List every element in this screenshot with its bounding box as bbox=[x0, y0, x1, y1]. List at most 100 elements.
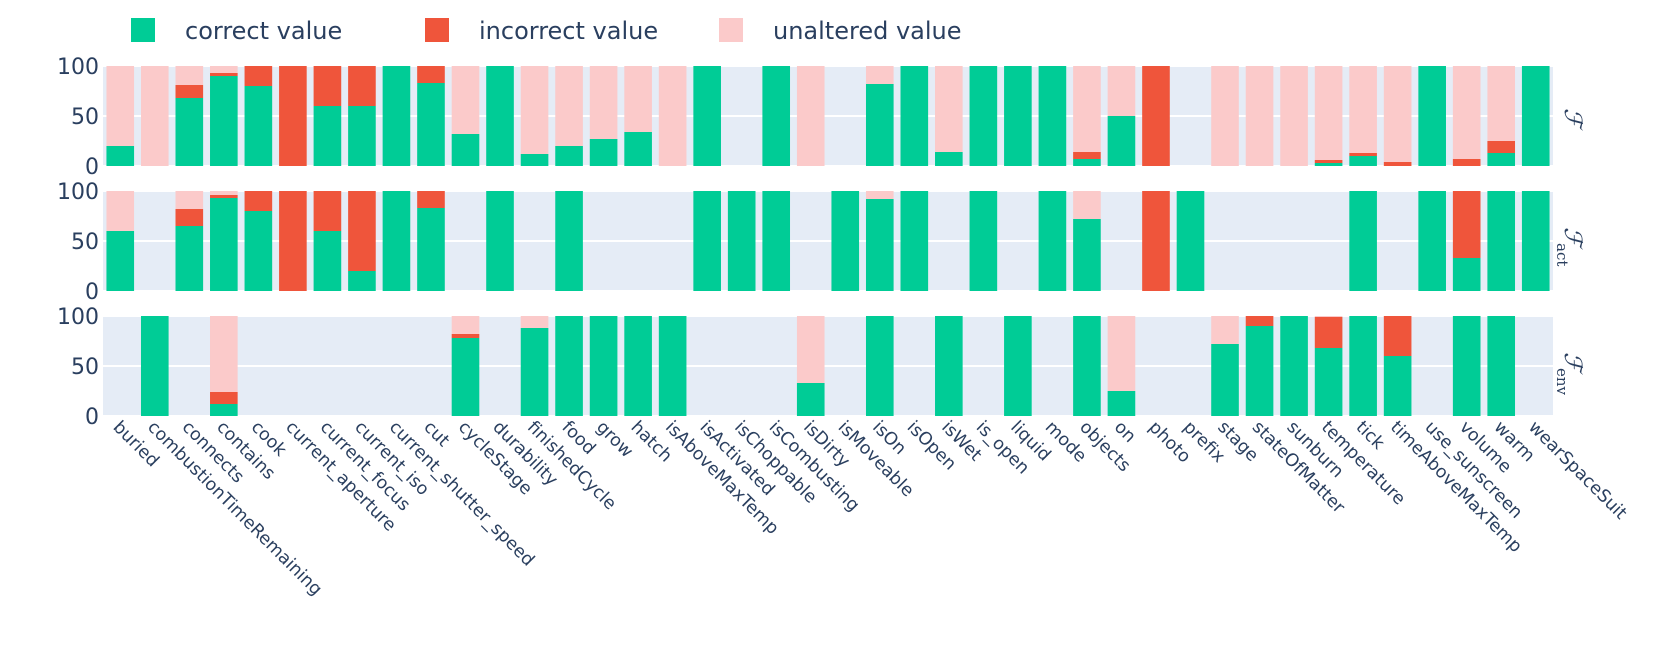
bar-unaltered-finishedCycle bbox=[520, 66, 549, 154]
bar-unaltered-buried bbox=[106, 191, 135, 231]
bar-incorrect-volume bbox=[1452, 191, 1481, 258]
x-axis-labels: buriedcombustionTimeRemainingconnectscon… bbox=[109, 417, 1631, 599]
bar-incorrect-temperature bbox=[1314, 160, 1343, 163]
bar-unaltered-buried bbox=[106, 66, 135, 146]
bar-unaltered-objects bbox=[1073, 66, 1101, 152]
bar-correct-sunburn bbox=[1280, 316, 1308, 416]
bar-correct-mode bbox=[1038, 191, 1067, 291]
bar-unaltered-on bbox=[1107, 316, 1136, 391]
bar-correct-use_sunscreen bbox=[1418, 191, 1446, 291]
bar-correct-cook bbox=[244, 86, 273, 166]
bar-incorrect-photo bbox=[1142, 191, 1170, 291]
bar-incorrect-timeAboveMaxTemp bbox=[1383, 316, 1412, 356]
bar-correct-stage bbox=[1211, 344, 1239, 416]
bar-incorrect-tick bbox=[1349, 153, 1377, 156]
bar-correct-cook bbox=[244, 211, 273, 291]
bar-correct-isChoppable bbox=[727, 191, 756, 291]
bar-unaltered-connects bbox=[175, 66, 204, 85]
bar-correct-durability bbox=[486, 66, 514, 166]
panel-label-symbol: ℱ bbox=[1559, 352, 1587, 375]
bar-correct-isOpen bbox=[900, 66, 929, 166]
bar-correct-food bbox=[555, 191, 583, 291]
y-tick-label: 50 bbox=[71, 230, 99, 255]
bar-correct-isDirty bbox=[796, 383, 825, 416]
bar-unaltered-hatch bbox=[624, 66, 652, 132]
bar-incorrect-cut bbox=[417, 66, 445, 83]
bar-unaltered-food bbox=[555, 66, 583, 146]
bar-correct-contains bbox=[210, 404, 238, 416]
bar-correct-grow bbox=[589, 139, 618, 166]
bar-correct-food bbox=[555, 316, 583, 416]
bar-incorrect-current_aperture bbox=[279, 191, 307, 291]
legend-label-correct: correct value bbox=[185, 17, 342, 45]
bar-unaltered-objects bbox=[1073, 191, 1101, 219]
bar-unaltered-combustionTimeRemaining bbox=[140, 66, 169, 166]
bar-correct-volume bbox=[1452, 258, 1481, 291]
y-tick-label: 0 bbox=[85, 405, 99, 430]
bar-unaltered-timeAboveMaxTemp bbox=[1383, 66, 1412, 162]
bar-correct-is_open bbox=[969, 66, 998, 166]
bar-incorrect-timeAboveMaxTemp bbox=[1383, 162, 1412, 166]
bar-correct-hatch bbox=[624, 132, 652, 166]
bar-correct-durability bbox=[486, 191, 514, 291]
bar-correct-objects bbox=[1073, 316, 1101, 416]
bar-correct-isMoveable bbox=[831, 191, 860, 291]
x-tick-label: wearSpaceSuit bbox=[1524, 417, 1630, 523]
bar-correct-temperature bbox=[1314, 163, 1343, 166]
bar-correct-on bbox=[1107, 116, 1136, 166]
bar-incorrect-warm bbox=[1487, 141, 1516, 153]
legend-swatch-correct bbox=[131, 18, 155, 42]
bar-incorrect-contains bbox=[210, 392, 238, 404]
bar-unaltered-isWet bbox=[935, 66, 963, 152]
bar-correct-tick bbox=[1349, 156, 1377, 166]
bar-correct-stateOfMatter bbox=[1245, 326, 1274, 416]
bar-correct-buried bbox=[106, 231, 135, 291]
bar-incorrect-volume bbox=[1452, 159, 1481, 166]
bar-incorrect-current_iso bbox=[348, 191, 376, 271]
bar-correct-isWet bbox=[935, 152, 963, 166]
panel-label-1: ℱ bbox=[1559, 108, 1587, 131]
legend-label-incorrect: incorrect value bbox=[479, 17, 658, 45]
bar-correct-current_shutter_speed bbox=[382, 191, 411, 291]
bar-correct-isOpen bbox=[900, 191, 929, 291]
bar-correct-isOn bbox=[865, 199, 894, 291]
bar-correct-grow bbox=[589, 316, 618, 416]
bar-incorrect-current_focus bbox=[313, 191, 342, 231]
bar-correct-current_shutter_speed bbox=[382, 66, 411, 166]
bar-correct-cycleStage bbox=[451, 338, 480, 416]
y-tick-label: 100 bbox=[57, 55, 99, 80]
bar-incorrect-current_focus bbox=[313, 66, 342, 106]
bar-correct-use_sunscreen bbox=[1418, 66, 1446, 166]
bar-correct-contains bbox=[210, 198, 238, 291]
bar-correct-current_iso bbox=[348, 271, 376, 291]
bar-incorrect-connects bbox=[175, 209, 204, 226]
bar-correct-finishedCycle bbox=[520, 328, 549, 416]
bar-correct-liquid bbox=[1004, 316, 1032, 416]
bar-correct-finishedCycle bbox=[520, 154, 549, 166]
bar-correct-cycleStage bbox=[451, 134, 480, 166]
bar-correct-warm bbox=[1487, 316, 1516, 416]
bar-unaltered-isDirty bbox=[796, 316, 825, 383]
panel-label-subscript: act bbox=[1553, 243, 1571, 266]
bar-correct-warm bbox=[1487, 191, 1516, 291]
y-tick-label: 0 bbox=[85, 155, 99, 180]
panel-1: 0 50 100 ℱ bbox=[57, 55, 1587, 180]
bar-correct-contains bbox=[210, 76, 238, 166]
bar-correct-volume bbox=[1452, 316, 1481, 416]
bar-correct-hatch bbox=[624, 316, 652, 416]
bar-correct-tick bbox=[1349, 316, 1377, 416]
y-tick-label: 100 bbox=[57, 305, 99, 330]
panel-label-symbol: ℱ bbox=[1559, 108, 1587, 131]
bar-correct-temperature bbox=[1314, 348, 1343, 416]
bar-correct-wearSpaceSuit bbox=[1521, 66, 1550, 166]
bar-unaltered-connects bbox=[175, 191, 204, 209]
bar-incorrect-cook bbox=[244, 191, 273, 211]
legend: correct value incorrect value unaltered … bbox=[131, 17, 962, 45]
bar-incorrect-photo bbox=[1142, 66, 1170, 166]
bar-correct-objects bbox=[1073, 219, 1101, 291]
